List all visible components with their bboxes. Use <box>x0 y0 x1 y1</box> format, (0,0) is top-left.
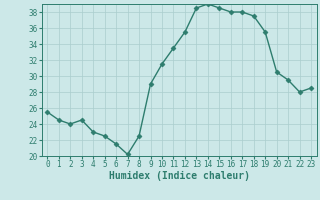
X-axis label: Humidex (Indice chaleur): Humidex (Indice chaleur) <box>109 171 250 181</box>
